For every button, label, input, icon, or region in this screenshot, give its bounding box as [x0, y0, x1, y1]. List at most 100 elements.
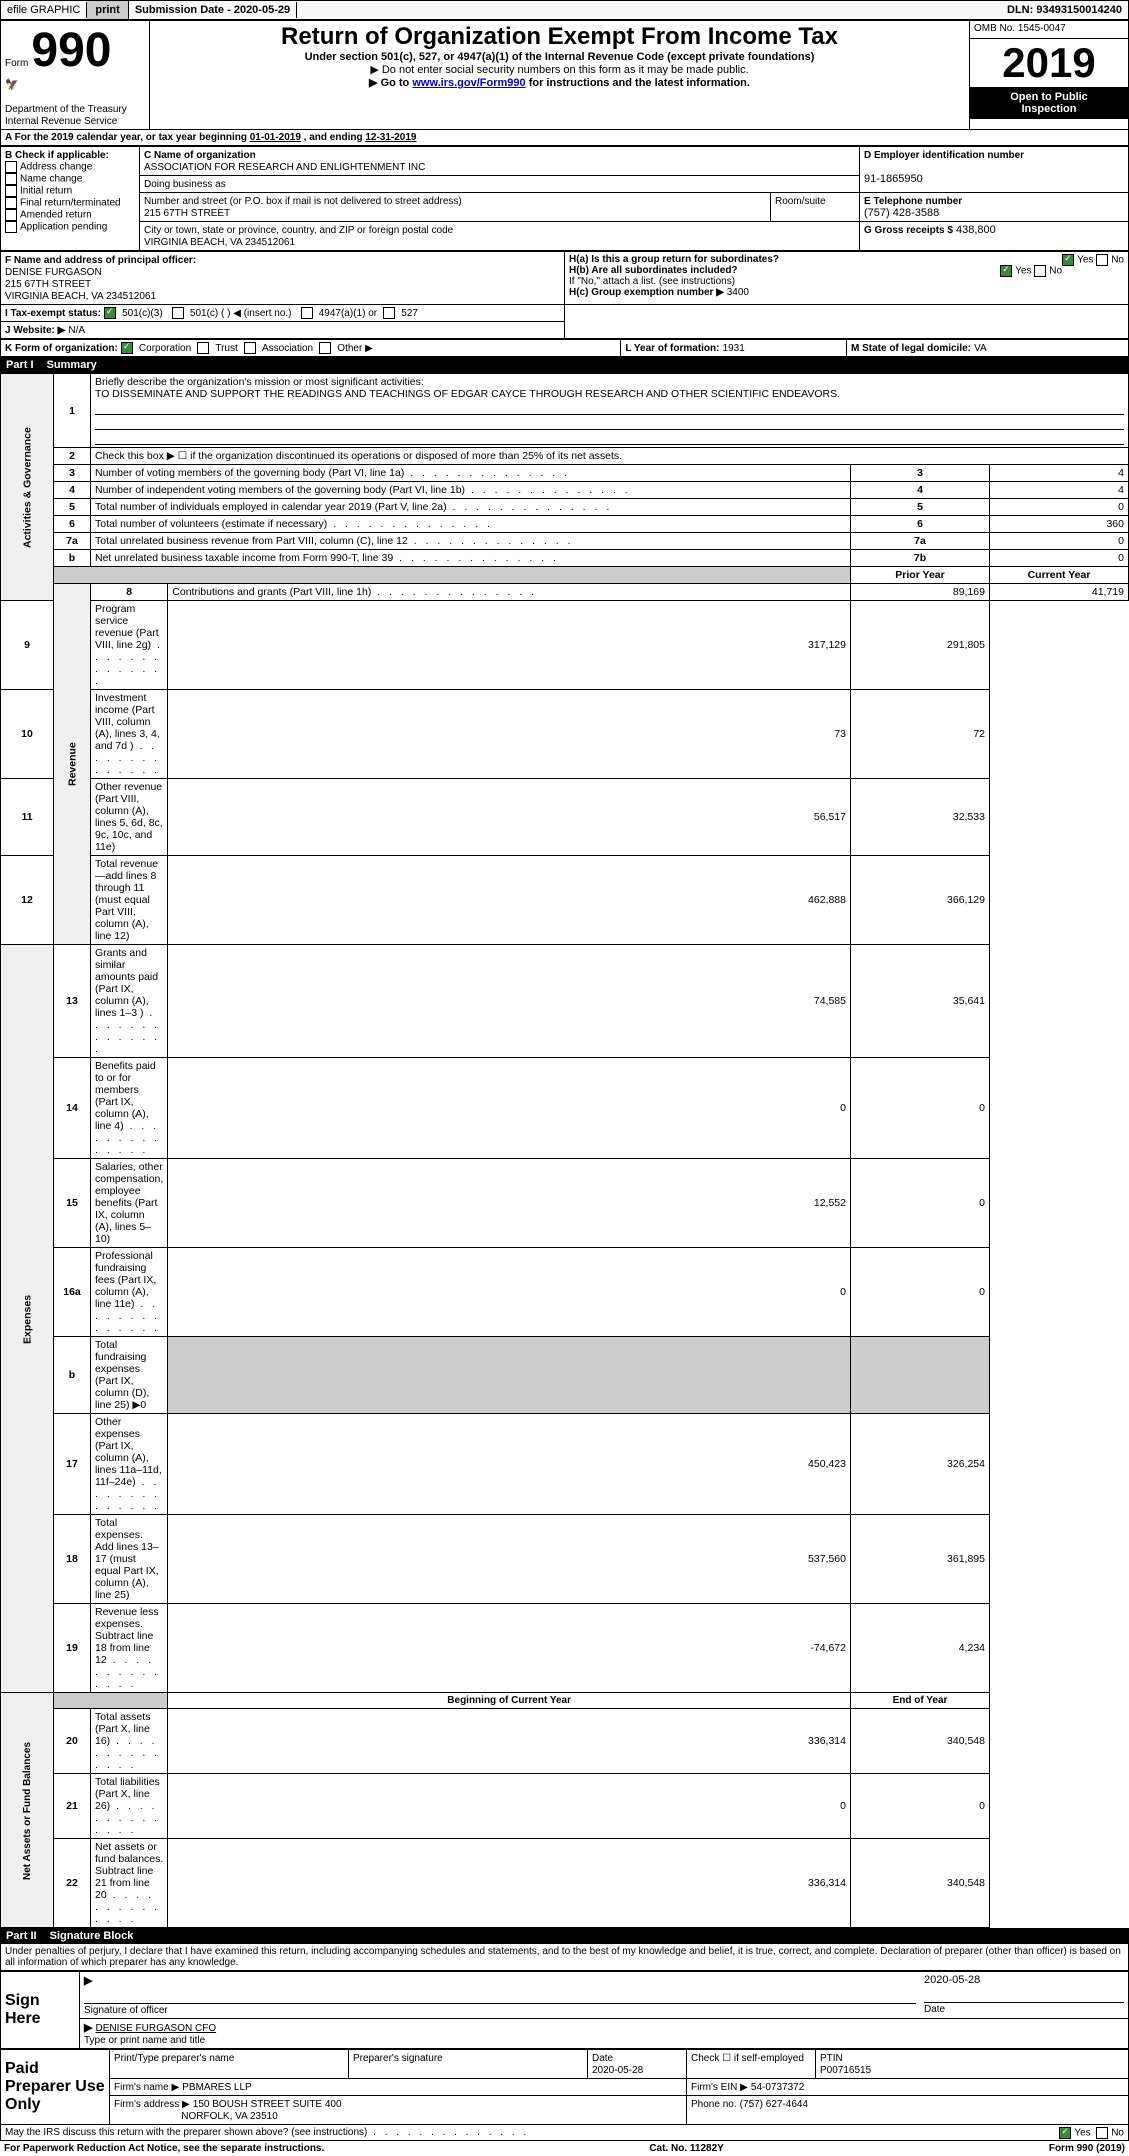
line-num: 12: [1, 856, 54, 945]
prior-val: 450,423: [168, 1414, 851, 1515]
line-desc: Total revenue—add lines 8 through 11 (mu…: [95, 858, 158, 942]
chk-name-change[interactable]: Name change: [5, 173, 135, 185]
prior-val: 74,585: [168, 945, 851, 1058]
firm-addr2-value: NORFOLK, VA 23510: [181, 2111, 278, 2122]
prep-sig-label: Preparer's signature: [353, 2053, 443, 2064]
yes-label: Yes: [1077, 255, 1093, 266]
sig-date-value: 2020-05-28: [924, 1974, 980, 1986]
part1-header: Part I Summary: [0, 357, 1129, 373]
chk-trust[interactable]: [197, 342, 209, 354]
line-num: 18: [54, 1515, 91, 1604]
gross-receipts: 438,800: [956, 224, 996, 236]
signature-block: Sign Here ▶ Signature of officer 2020-05…: [0, 1971, 1129, 2049]
line-box: 7a: [851, 533, 990, 550]
ha-label: H(a) Is this a group return for subordin…: [569, 254, 779, 265]
ha-yes-checkbox[interactable]: [1062, 254, 1074, 266]
line-desc: Total fundraising expenses (Part IX, col…: [95, 1339, 149, 1411]
sig-date-label: Date: [924, 2004, 945, 2015]
chk-final-return[interactable]: Final return/terminated: [5, 197, 135, 209]
prior-val: -74,672: [168, 1604, 851, 1693]
form-subtitle: Under section 501(c), 527, or 4947(a)(1)…: [154, 51, 965, 63]
beg-val: 336,314: [168, 1839, 851, 1928]
print-button[interactable]: print: [87, 1, 128, 19]
city-state-zip: VIRGINIA BEACH, VA 234512061: [144, 237, 295, 248]
hb-no-checkbox[interactable]: [1034, 265, 1046, 277]
chk-4947[interactable]: [301, 307, 313, 319]
form-ref: Form 990 (2019): [1049, 2143, 1125, 2154]
irs-label: Internal Revenue Service: [5, 116, 117, 127]
hb-label: H(b) Are all subordinates included?: [569, 265, 738, 276]
prior-val: 0: [168, 1248, 851, 1337]
officer-addr2: VIRGINIA BEACH, VA 234512061: [5, 291, 156, 302]
line-num: 15: [54, 1159, 91, 1248]
chk-application-pending[interactable]: Application pending: [5, 221, 135, 233]
prep-date-label: Date: [592, 2053, 613, 2064]
discuss-yes-checkbox[interactable]: [1059, 2127, 1071, 2139]
chk-amended-return[interactable]: Amended return: [5, 209, 135, 221]
part1-title: Summary: [47, 359, 97, 371]
boxC-name-label: C Name of organization: [144, 150, 256, 161]
prior-year-header: Prior Year: [851, 567, 990, 584]
section-expenses: Expenses: [1, 945, 54, 1693]
firm-ein-value: 54-0737372: [751, 2082, 804, 2093]
line-desc: Number of independent voting members of …: [95, 484, 631, 496]
line-desc: Benefits paid to or for members (Part IX…: [95, 1060, 160, 1156]
chk-address-change[interactable]: Address change: [5, 161, 135, 173]
chk-association[interactable]: [244, 342, 256, 354]
boxL-label: L Year of formation:: [625, 343, 719, 354]
yes-label-2: Yes: [1015, 266, 1031, 277]
chk-other[interactable]: [319, 342, 331, 354]
line-num: 16a: [54, 1248, 91, 1337]
chk-501c[interactable]: [172, 307, 184, 319]
shaded-cell: [851, 1337, 990, 1414]
website-value: N/A: [68, 325, 85, 336]
curr-val: 32,533: [851, 779, 990, 856]
part2-title: Signature Block: [50, 1930, 134, 1942]
line-desc: Other expenses (Part IX, column (A), lin…: [95, 1416, 162, 1512]
discuss-row: May the IRS discuss this return with the…: [0, 2125, 1129, 2141]
mission-text: TO DISSEMINATE AND SUPPORT THE READINGS …: [95, 388, 840, 400]
opt-4947: 4947(a)(1) or: [319, 308, 377, 319]
top-toolbar: efile GRAPHIC print Submission Date - 20…: [0, 0, 1129, 20]
line-box: 3: [851, 465, 990, 482]
line-num: 10: [1, 690, 54, 779]
section-revenue: Revenue: [54, 584, 91, 945]
line-val: 4: [990, 465, 1129, 482]
period-mid: , and ending: [304, 132, 366, 143]
line-desc: Total expenses. Add lines 13–17 (must eq…: [95, 1517, 159, 1601]
yes-label-3: Yes: [1074, 2128, 1090, 2139]
city-label: City or town, state or province, country…: [144, 225, 453, 236]
form-header: Form 990 🦅 Department of the Treasury In…: [0, 20, 1129, 130]
hb-yes-checkbox[interactable]: [1000, 265, 1012, 277]
arrow-icon: ▶: [84, 1975, 92, 1987]
prior-val: 537,560: [168, 1515, 851, 1604]
line-desc: Number of voting members of the governin…: [95, 467, 570, 479]
room-label: Room/suite: [775, 196, 826, 207]
chk-initial-return[interactable]: Initial return: [5, 185, 135, 197]
chk-501c3[interactable]: [104, 307, 116, 319]
arrow-icon: ▶: [84, 2022, 92, 2034]
irs-link[interactable]: www.irs.gov/Form990: [412, 77, 525, 89]
prior-val: 73: [168, 690, 851, 779]
chk-527[interactable]: [383, 307, 395, 319]
opt-trust: Trust: [215, 343, 237, 354]
line-num: 22: [54, 1839, 91, 1928]
curr-val: 4,234: [851, 1604, 990, 1693]
curr-val: 291,805: [851, 601, 990, 690]
line-num: b: [54, 550, 91, 567]
instr2-pre: ▶ Go to: [369, 77, 412, 89]
line-num: 19: [54, 1604, 91, 1693]
boxK-label: K Form of organization:: [5, 343, 118, 354]
line-desc: Total number of volunteers (estimate if …: [95, 518, 493, 530]
end-val: 340,548: [851, 1839, 990, 1928]
chk-corporation[interactable]: [121, 342, 133, 354]
prior-val: 56,517: [168, 779, 851, 856]
line-box: 4: [851, 482, 990, 499]
line-desc: Contributions and grants (Part VIII, lin…: [172, 586, 537, 598]
ha-no-checkbox[interactable]: [1096, 254, 1108, 266]
line-num: 13: [54, 945, 91, 1058]
curr-val: 0: [851, 1248, 990, 1337]
discuss-no-checkbox[interactable]: [1096, 2127, 1108, 2139]
form-instr2: ▶ Go to www.irs.gov/Form990 for instruct…: [154, 76, 965, 89]
officer-addr1: 215 67TH STREET: [5, 279, 91, 290]
